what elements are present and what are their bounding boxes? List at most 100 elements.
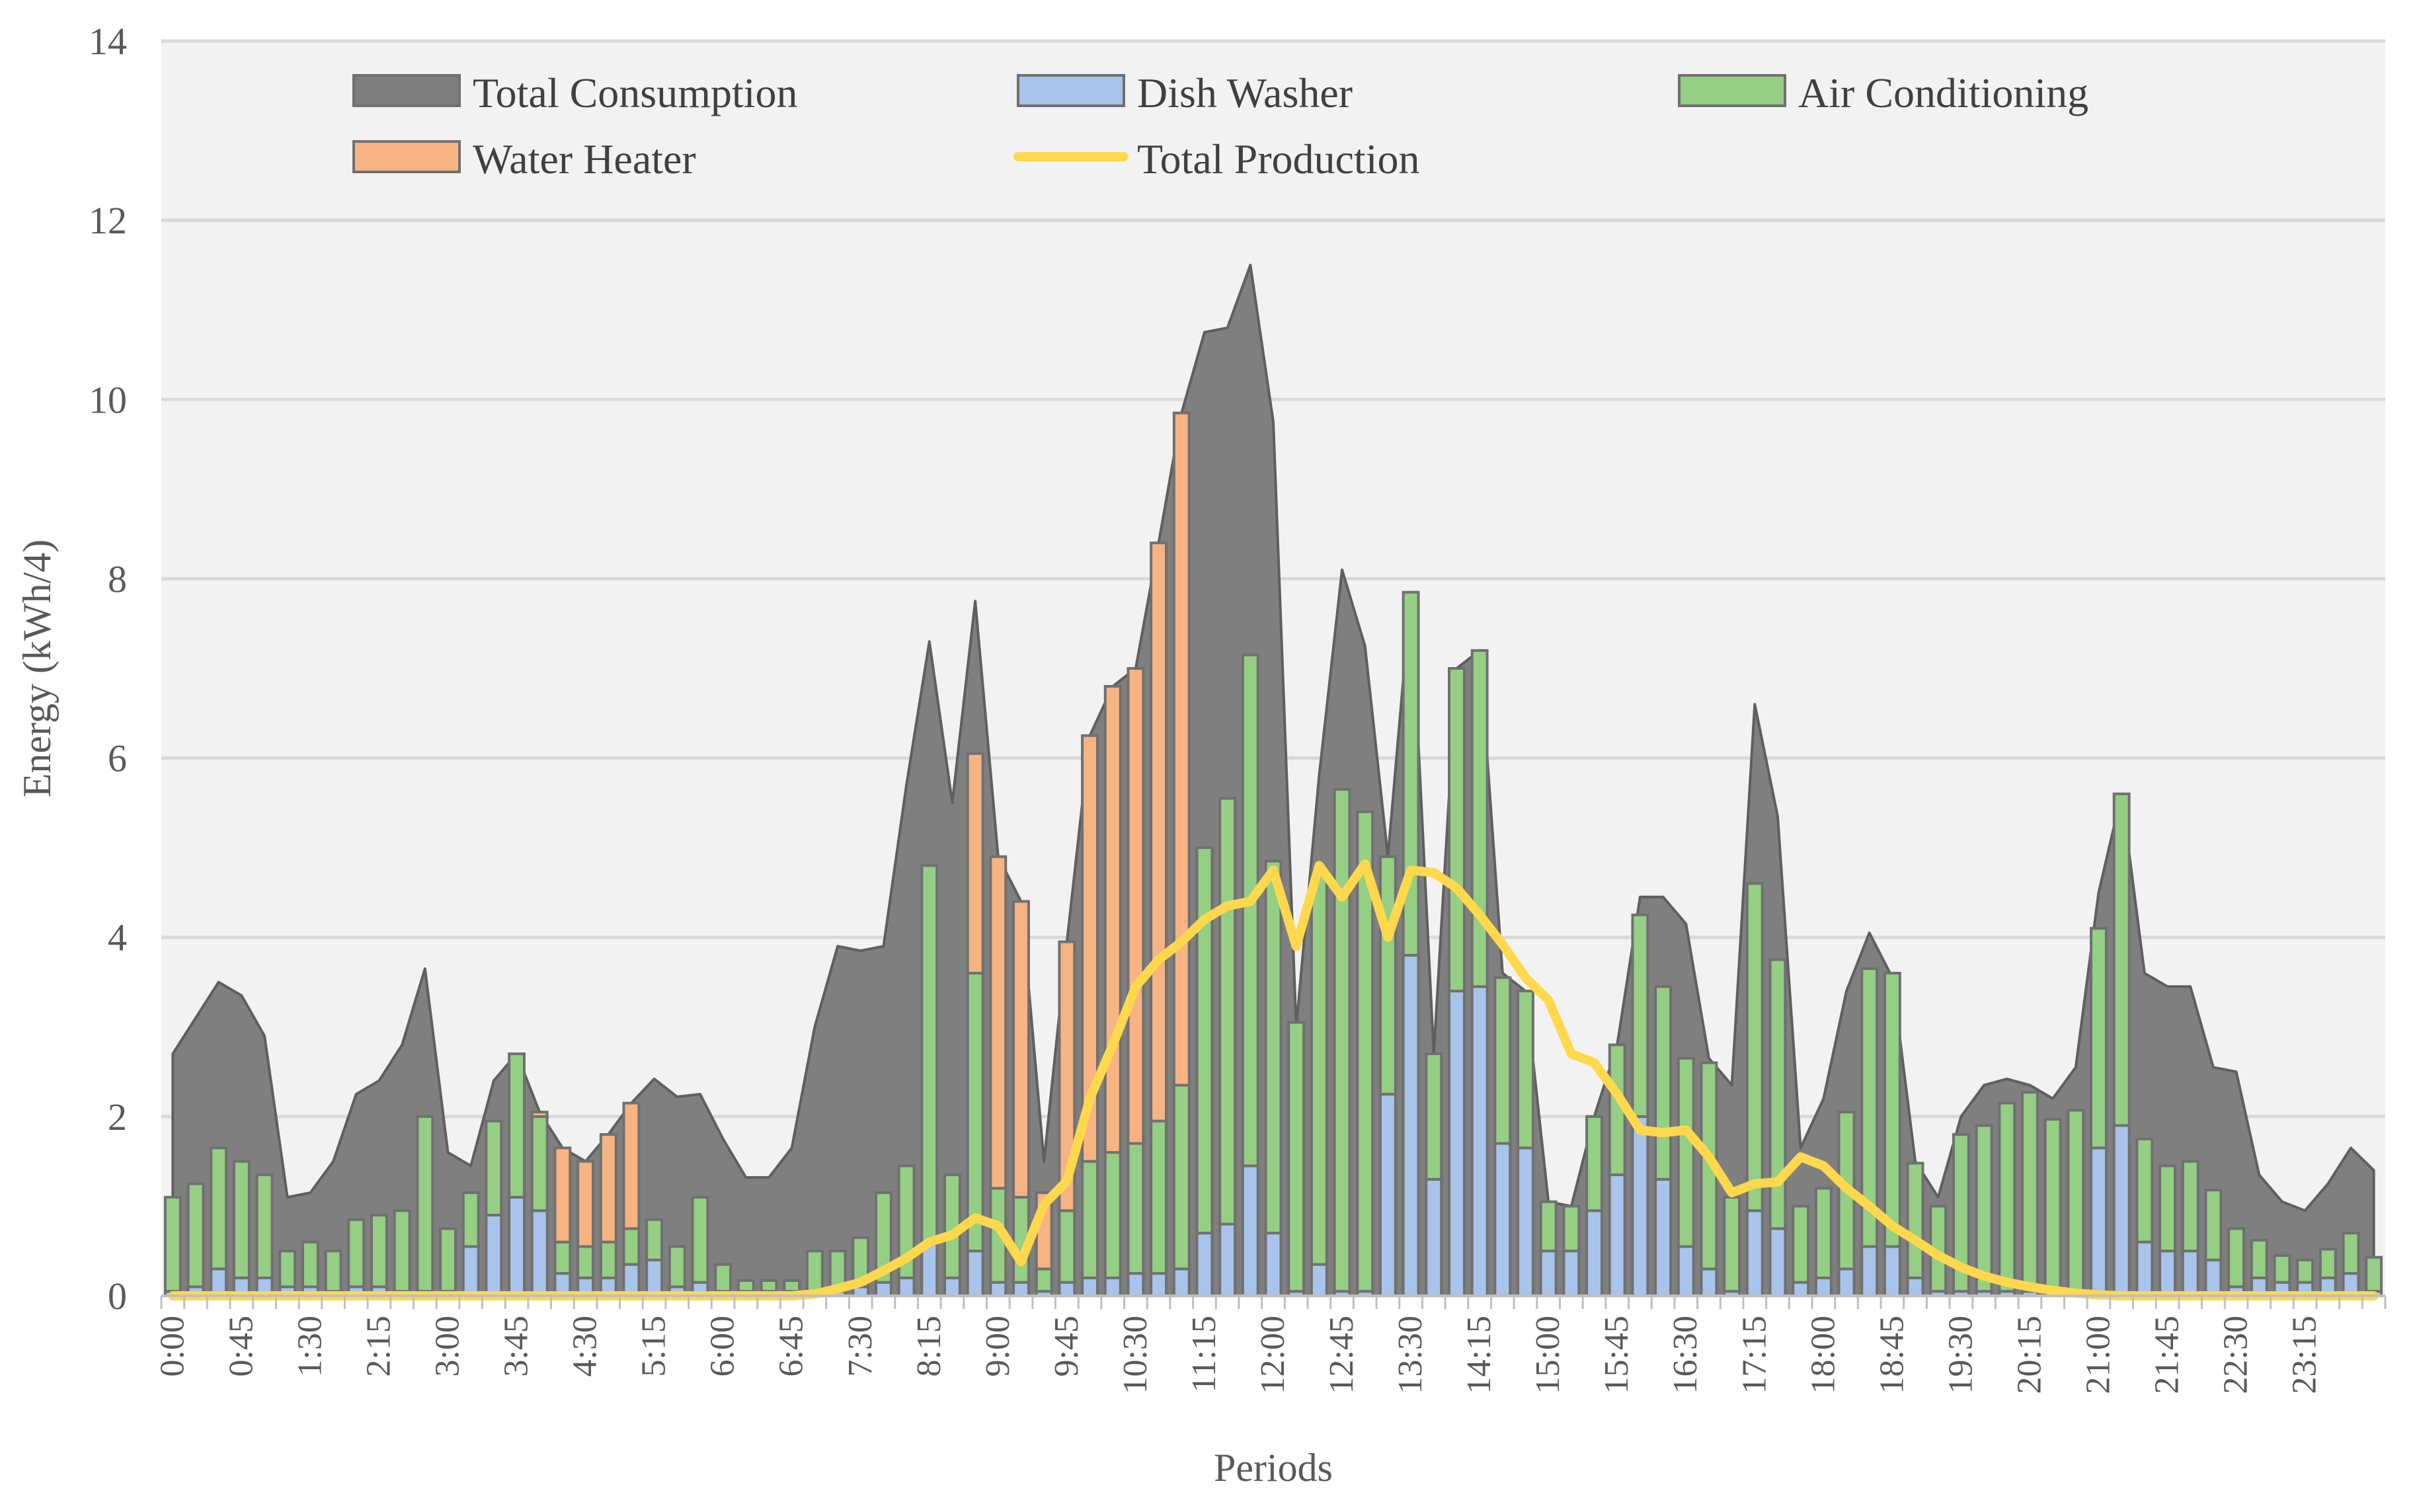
air-conditioning-bar <box>1402 590 1420 957</box>
legend-swatch <box>352 140 461 173</box>
air-conditioning-bar <box>1447 667 1466 993</box>
dish-washer-bar <box>1378 1092 1397 1297</box>
y-tick-label: 0 <box>108 1275 127 1318</box>
x-tick-label: 7:30 <box>842 1316 879 1376</box>
water-heater-bar <box>1081 734 1099 1163</box>
x-tick-label: 18:00 <box>1804 1316 1842 1394</box>
air-conditioning-bar <box>2181 1160 2199 1253</box>
air-conditioning-bar <box>416 1115 434 1293</box>
x-tick-label: 5:15 <box>635 1316 673 1376</box>
air-conditioning-bar <box>2296 1258 2315 1284</box>
legend-item-air-conditioning: Air Conditioning <box>1678 69 2088 116</box>
water-heater-bar <box>599 1133 617 1244</box>
water-heater-bar <box>1127 667 1145 1145</box>
legend-swatch <box>1678 74 1786 107</box>
x-tick-label: 17:15 <box>1735 1316 1773 1394</box>
total-consumption-area-path <box>171 263 2375 1297</box>
x-tick-label: 1:30 <box>291 1316 329 1376</box>
dish-washer-bar <box>874 1281 892 1298</box>
dish-washer-bar <box>1103 1276 1122 1298</box>
legend-item-total-production: Total Production <box>1013 136 1419 182</box>
dish-washer-bar <box>485 1213 503 1297</box>
x-tick-label: 9:45 <box>1048 1316 1086 1376</box>
air-conditioning-bar <box>439 1227 457 1293</box>
x-tick-label: 4:30 <box>567 1316 604 1376</box>
air-conditioning-bar <box>1378 855 1397 1095</box>
air-conditioning-bar <box>2273 1253 2291 1284</box>
air-conditioning-bar <box>508 1052 526 1199</box>
air-conditioning-bar <box>1081 1160 1099 1279</box>
air-conditioning-bar <box>530 1115 549 1213</box>
dish-washer-bar <box>1883 1245 1901 1297</box>
air-conditioning-bar <box>760 1279 778 1293</box>
air-conditioning-bar <box>2043 1117 2062 1293</box>
dish-washer-bar <box>1539 1250 1558 1297</box>
air-conditioning-bar <box>645 1218 664 1261</box>
air-conditioning-bar <box>210 1146 228 1271</box>
water-heater-bar <box>553 1146 572 1244</box>
dish-washer-bar <box>1631 1115 1649 1298</box>
water-heater-bar <box>1012 900 1030 1199</box>
dish-washer-bar <box>966 1250 984 1297</box>
air-conditioning-bar <box>1792 1205 1810 1284</box>
y-tick-label: 10 <box>89 378 127 421</box>
air-conditioning-bar <box>599 1240 617 1279</box>
dish-washer-bar <box>1310 1263 1328 1298</box>
air-conditioning-bar <box>2204 1189 2223 1261</box>
air-conditioning-bar <box>2365 1255 2383 1293</box>
x-tick-label: 18:45 <box>1873 1316 1911 1394</box>
dish-washer-bar <box>1195 1232 1214 1297</box>
dish-washer-bar <box>1402 953 1420 1298</box>
dish-washer-bar <box>2181 1250 2199 1297</box>
air-conditioning-bar <box>163 1195 182 1293</box>
air-conditioning-bar <box>1952 1133 1970 1293</box>
dish-washer-bar <box>1012 1281 1030 1298</box>
air-conditioning-bar <box>2135 1137 2154 1244</box>
dish-washer-bar <box>1814 1276 1833 1298</box>
x-tick-label: 16:30 <box>1667 1316 1704 1394</box>
dish-washer-bar <box>622 1263 641 1298</box>
water-heater-bar <box>1103 685 1122 1154</box>
air-conditioning-bar <box>1425 1052 1443 1181</box>
air-conditioning-bar <box>1517 990 1534 1150</box>
dish-washer-bar <box>1654 1177 1673 1298</box>
dish-washer-bar <box>645 1258 664 1298</box>
air-conditioning-bar <box>874 1191 892 1284</box>
air-conditioning-bar <box>1998 1101 2016 1293</box>
x-tick-label: 12:00 <box>1254 1316 1292 1394</box>
air-conditioning-bar <box>1333 788 1351 1293</box>
dish-washer-bar <box>2158 1250 2176 1297</box>
air-conditioning-bar <box>1035 1267 1053 1293</box>
y-tick-labels: 0 2 4 6 8 10 12 14 <box>89 20 127 1318</box>
dish-washer-bar <box>943 1276 961 1298</box>
air-conditioning-bar <box>370 1213 388 1289</box>
dish-washer-bar <box>1677 1245 1695 1297</box>
x-tick-label: 20:15 <box>2010 1316 2048 1394</box>
dish-washer-bar <box>2204 1258 2223 1298</box>
air-conditioning-bar <box>393 1209 411 1293</box>
dish-washer-bar <box>508 1195 526 1298</box>
dish-washer-bar <box>2112 1124 2131 1298</box>
dish-washer-bar <box>1700 1267 1718 1298</box>
x-tick-label: 21:45 <box>2149 1316 2186 1394</box>
air-conditioning-bar <box>1723 1195 1741 1293</box>
water-heater-bar <box>1058 940 1076 1213</box>
air-conditioning-bar <box>1745 882 1764 1213</box>
air-conditioning-bar <box>1860 967 1879 1248</box>
legend-label: Total Production <box>1137 136 1419 182</box>
x-tick-label: 14:15 <box>1460 1316 1498 1394</box>
axes <box>160 1294 2387 1309</box>
y-axis-title: Energy (kWh/4) <box>15 539 59 797</box>
x-tick-label: 15:45 <box>1598 1316 1636 1394</box>
air-conditioning-bar <box>324 1250 342 1293</box>
dish-washer-bar <box>1081 1276 1099 1298</box>
dish-washer-bar <box>1585 1209 1603 1298</box>
x-tick-label: 3:00 <box>429 1316 467 1376</box>
legend-item-dish-washer: Dish Washer <box>1017 69 1353 116</box>
air-conditioning-bar <box>461 1191 480 1248</box>
air-conditioning-bar <box>1493 976 1512 1145</box>
air-conditioning-bar <box>1768 958 1787 1230</box>
dish-washer-bar <box>1218 1222 1237 1297</box>
air-conditioning-bar <box>668 1245 686 1289</box>
